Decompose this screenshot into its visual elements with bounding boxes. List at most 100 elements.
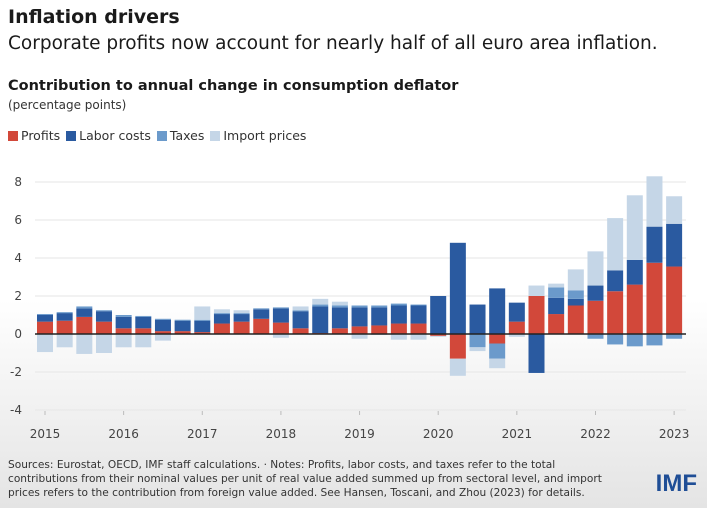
bar-segment-taxes <box>312 304 329 307</box>
footer-notes: Sources: Eurostat, OECD, IMF staff calcu… <box>8 459 602 499</box>
bar-segment-profits <box>449 334 466 359</box>
bar-segment-taxes <box>233 313 250 315</box>
bar-segment-taxes <box>390 303 407 306</box>
bar-segment-profits <box>37 321 53 334</box>
bar-segment-profits <box>194 332 211 334</box>
bar-segment-taxes <box>587 334 604 339</box>
bar-segment-profits <box>371 325 388 334</box>
bar-segment-labor-costs <box>567 298 584 306</box>
bar-segment-profits <box>95 321 112 334</box>
bar-segment-taxes <box>174 319 191 321</box>
bar-segment-labor-costs <box>312 306 329 334</box>
bar-segment-taxes <box>253 308 270 310</box>
bar-segment-import-prices <box>37 334 53 353</box>
bar-segment-profits <box>56 320 73 334</box>
bar-segment-import-prices <box>390 334 407 340</box>
bar-segment-profits <box>666 266 683 334</box>
legend-swatch <box>210 130 221 141</box>
bar-segment-import-prices <box>666 196 683 224</box>
bar-segment-labor-costs <box>253 309 270 319</box>
bar-segment-labor-costs <box>292 311 309 329</box>
bar-segment-profits <box>508 321 525 334</box>
bar-segment-profits <box>430 334 447 336</box>
bar-segment-import-prices <box>292 306 309 311</box>
bar-segment-import-prices <box>272 334 289 338</box>
bar-segment-taxes <box>115 315 132 317</box>
chart-svg: -4 -2 0 2 4 6 8 2015 2016 2017 2018 2019 2020 2021 202… <box>10 175 690 441</box>
bar-segment-taxes <box>371 305 388 308</box>
bar-segment-taxes <box>410 304 427 306</box>
bar-segment-labor-costs <box>351 307 368 327</box>
y-tick-label: 0 <box>14 327 22 341</box>
bar-segment-import-prices <box>489 358 506 369</box>
x-tick-label: 2023 <box>659 427 690 441</box>
legend-label: Taxes <box>169 128 205 143</box>
bar-segment-import-prices <box>508 334 525 337</box>
bar-segment-import-prices <box>95 334 112 353</box>
bar-segment-profits <box>410 323 427 334</box>
bar-segment-taxes <box>194 319 211 321</box>
bar-segment-import-prices <box>194 306 211 320</box>
bar-segment-labor-costs <box>410 305 427 324</box>
bar-segment-taxes <box>37 314 53 315</box>
bar-segment-labor-costs <box>331 307 348 329</box>
bar-segment-import-prices <box>213 309 230 314</box>
legend-item: Profits <box>8 128 60 143</box>
bar-segment-labor-costs <box>135 316 152 329</box>
bar-segment-taxes <box>154 318 171 320</box>
bar-segment-labor-costs <box>174 320 191 332</box>
legend-swatch <box>66 130 77 141</box>
legend: Profits Labor costs Taxes Import prices <box>8 128 306 143</box>
bar-segment-labor-costs <box>607 270 624 292</box>
bar-segment-taxes <box>567 290 584 299</box>
bar-segment-import-prices <box>528 285 545 296</box>
y-tick-label: 2 <box>14 289 22 303</box>
y-tick-label: -2 <box>10 365 22 379</box>
bar-segment-labor-costs <box>390 305 407 324</box>
bar-segment-import-prices <box>115 334 132 348</box>
bar-segment-taxes <box>56 312 73 314</box>
bar-segment-import-prices <box>135 334 152 348</box>
bar-segment-profits <box>646 262 663 334</box>
bar-segment-profits <box>115 328 132 334</box>
bar-segment-taxes <box>626 334 643 347</box>
bar-segment-profits <box>567 305 584 334</box>
bar-segment-labor-costs <box>430 296 447 334</box>
bar-segment-labor-costs <box>548 297 565 315</box>
legend-label: Import prices <box>223 128 307 143</box>
bar-segment-labor-costs <box>272 308 289 323</box>
bar-segment-taxes <box>76 306 93 309</box>
bar-segment-taxes <box>292 310 309 312</box>
bar-segment-profits <box>489 334 506 344</box>
bar-segment-import-prices <box>449 358 466 376</box>
bar-segment-profits <box>253 318 270 334</box>
bar-segment-import-prices <box>154 334 171 341</box>
y-tick-label: 4 <box>14 251 22 265</box>
bar-segment-profits <box>548 314 565 334</box>
bar-segment-taxes <box>489 343 506 359</box>
bar-segment-labor-costs <box>194 320 211 333</box>
bar-segment-profits <box>76 316 93 334</box>
bar-segment-labor-costs <box>508 302 525 322</box>
legend-swatch <box>8 130 18 141</box>
x-tick-label: 2017 <box>187 427 218 441</box>
plot-title: Contribution to annual change in consump… <box>8 78 459 94</box>
bar-segment-labor-costs <box>469 304 486 334</box>
legend-swatch <box>156 130 167 141</box>
bar-segment-labor-costs <box>489 288 506 334</box>
bar-segment-profits <box>587 300 604 334</box>
bar-segment-import-prices <box>312 298 329 305</box>
bar-segment-import-prices <box>548 283 565 288</box>
bar-segment-profits <box>135 328 152 334</box>
bar-segment-profits <box>174 331 191 334</box>
bar-segment-profits <box>607 291 624 334</box>
y-tick-label: 6 <box>14 213 22 227</box>
bar-segment-profits <box>213 323 230 334</box>
bar-segment-taxes <box>646 334 663 346</box>
bar-segment-labor-costs <box>371 307 388 326</box>
x-tick-label: 2021 <box>502 427 533 441</box>
bar-segment-import-prices <box>567 269 584 291</box>
bar-segment-labor-costs <box>449 242 466 334</box>
bar-segment-profits <box>528 296 545 334</box>
bar-segment-labor-costs <box>154 319 171 332</box>
